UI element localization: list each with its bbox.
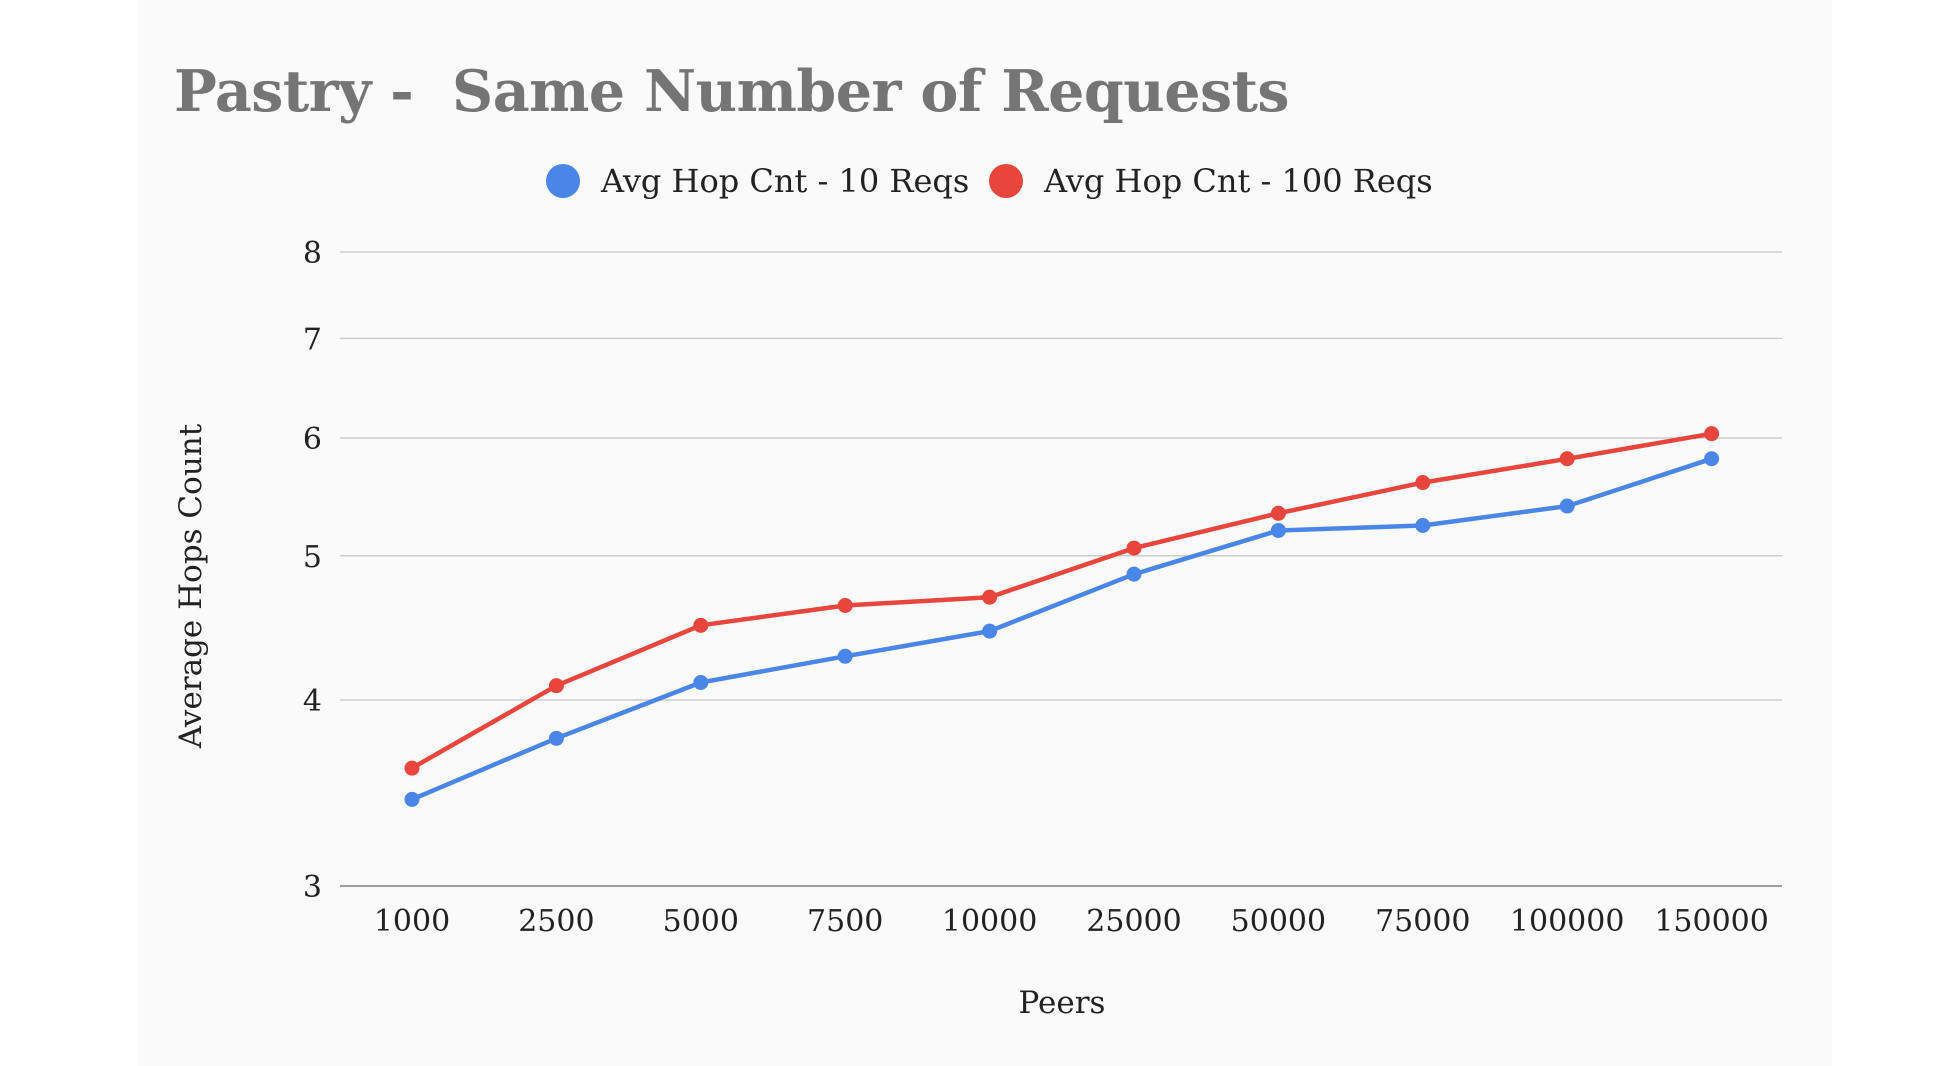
y-tick-label: 5 (303, 540, 322, 575)
data-point (1559, 498, 1575, 514)
data-point (837, 648, 853, 664)
data-point (1415, 475, 1431, 491)
data-point (548, 730, 564, 746)
data-point (1270, 505, 1286, 521)
data-point (693, 675, 709, 691)
data-point (1126, 566, 1142, 582)
y-tick-label: 6 (303, 422, 322, 457)
x-axis-tick-labels: 1000 2500 5000 7500 10000 25000 50000 75000 1000… (374, 904, 1769, 939)
data-point (548, 678, 564, 694)
legend-label: Avg Hop Cnt - 100 Reqs (1043, 162, 1433, 200)
x-tick-label: 25000 (1086, 904, 1181, 939)
x-tick-label: 100000 (1510, 904, 1625, 939)
x-tick-label: 7500 (807, 904, 883, 939)
data-point (404, 760, 420, 776)
series-1 (404, 451, 1720, 807)
series-line (409, 431, 1714, 771)
chart-title: Pastry - Same Number of Requests (174, 58, 1289, 125)
chart-background (138, 0, 1832, 1066)
data-point (982, 623, 998, 639)
x-tick-label: 5000 (663, 904, 739, 939)
series-line (409, 456, 1714, 802)
y-axis-tick-labels: 3 4 5 6 7 8 (303, 236, 322, 905)
gridlines (340, 251, 1782, 887)
y-tick-label: 4 (303, 684, 322, 719)
y-axis-title: Average Hops Count (173, 423, 209, 749)
data-point (1126, 540, 1142, 556)
legend: Avg Hop Cnt - 10 Reqs Avg Hop Cnt - 100 R… (546, 162, 1433, 200)
y-tick-label: 8 (303, 236, 322, 271)
x-tick-label: 10000 (942, 904, 1037, 939)
x-tick-label: 75000 (1375, 904, 1470, 939)
data-point (837, 598, 853, 614)
x-axis-title: Peers (1019, 985, 1106, 1021)
legend-label: Avg Hop Cnt - 10 Reqs (600, 162, 969, 200)
y-tick-label: 3 (303, 870, 322, 905)
series-lines (404, 426, 1720, 807)
legend-marker (546, 164, 580, 198)
data-point (982, 589, 998, 605)
x-tick-label: 1000 (374, 904, 450, 939)
y-tick-label: 7 (303, 322, 322, 357)
data-point (1270, 522, 1286, 538)
data-point (1704, 426, 1720, 442)
x-tick-label: 2500 (518, 904, 594, 939)
data-point (693, 617, 709, 633)
data-point (1415, 518, 1431, 534)
data-point (404, 791, 420, 807)
data-point (1559, 451, 1575, 467)
x-tick-label: 150000 (1654, 904, 1769, 939)
x-tick-label: 50000 (1231, 904, 1326, 939)
series-2 (404, 426, 1720, 776)
data-point (1704, 451, 1720, 467)
legend-marker (989, 164, 1023, 198)
